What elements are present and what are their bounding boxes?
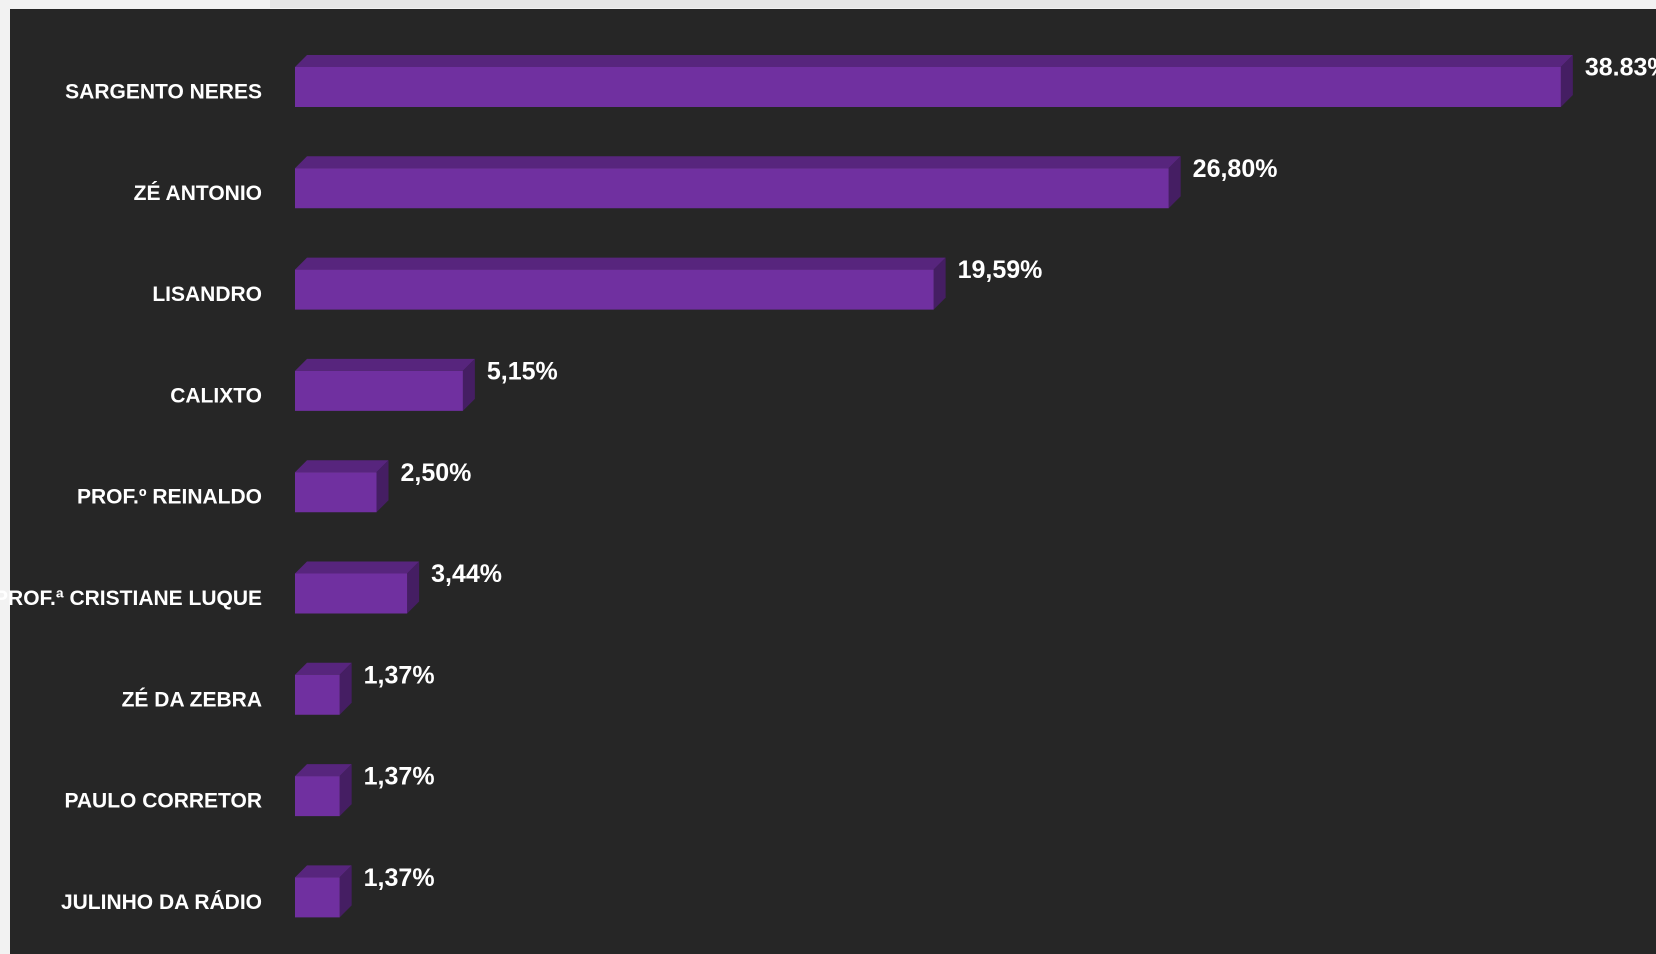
bar-side bbox=[462, 358, 475, 411]
category-label: CALIXTO bbox=[170, 384, 262, 407]
bar-side bbox=[933, 257, 946, 310]
bar bbox=[295, 156, 1181, 209]
category-label: PROF.ª CRISTIANE LUQUE bbox=[0, 587, 262, 610]
top-strip bbox=[270, 0, 1420, 8]
bar bbox=[295, 460, 389, 513]
bar-top bbox=[295, 358, 475, 371]
bar-front bbox=[295, 370, 463, 411]
bar bbox=[295, 865, 352, 918]
bar-top bbox=[295, 55, 1573, 67]
category-label: PAULO CORRETOR bbox=[64, 790, 262, 813]
bar-side bbox=[339, 662, 352, 715]
category-label: LISANDRO bbox=[152, 283, 262, 306]
category-label: ZÉ ANTONIO bbox=[134, 182, 262, 205]
bar bbox=[295, 561, 420, 614]
category-label: ZÉ DA ZEBRA bbox=[122, 688, 262, 711]
bar-front bbox=[295, 269, 934, 310]
value-label: 19,59% bbox=[958, 256, 1043, 284]
bar-side bbox=[407, 561, 420, 614]
bar-top bbox=[295, 257, 946, 270]
category-label: JULINHO DA RÁDIO bbox=[61, 891, 262, 914]
bar-side bbox=[339, 865, 352, 918]
value-label: 26,80% bbox=[1193, 155, 1278, 183]
value-label: 1,37% bbox=[364, 661, 435, 689]
category-label: SARGENTO NERES bbox=[65, 81, 262, 104]
bar-top bbox=[295, 460, 389, 473]
bar bbox=[295, 358, 475, 411]
value-label: 2,50% bbox=[401, 459, 472, 487]
value-label: 5,15% bbox=[487, 358, 558, 386]
bar-front bbox=[295, 472, 377, 513]
value-label: 3,44% bbox=[431, 560, 502, 588]
bar-side bbox=[1560, 55, 1573, 107]
bar-side bbox=[339, 764, 352, 817]
bar-top bbox=[295, 865, 352, 878]
bar-front bbox=[295, 674, 340, 715]
bar bbox=[295, 55, 1573, 107]
bar-front bbox=[295, 776, 340, 817]
bar bbox=[295, 662, 352, 715]
bar-front bbox=[295, 877, 340, 918]
bar-side bbox=[376, 460, 389, 513]
value-label: 38.83% bbox=[1585, 54, 1656, 82]
bar-top bbox=[295, 156, 1181, 169]
category-label: PROF.º REINALDO bbox=[77, 486, 262, 509]
bar-side bbox=[1168, 156, 1181, 209]
bar bbox=[295, 257, 946, 310]
bar-top bbox=[295, 764, 352, 777]
bar-top bbox=[295, 561, 420, 574]
bar-front bbox=[295, 168, 1169, 209]
value-label: 1,37% bbox=[364, 763, 435, 791]
bar bbox=[295, 764, 352, 817]
bar-front bbox=[295, 67, 1561, 107]
bar-top bbox=[295, 662, 352, 675]
bar-front bbox=[295, 573, 408, 614]
value-label: 1,37% bbox=[364, 864, 435, 892]
